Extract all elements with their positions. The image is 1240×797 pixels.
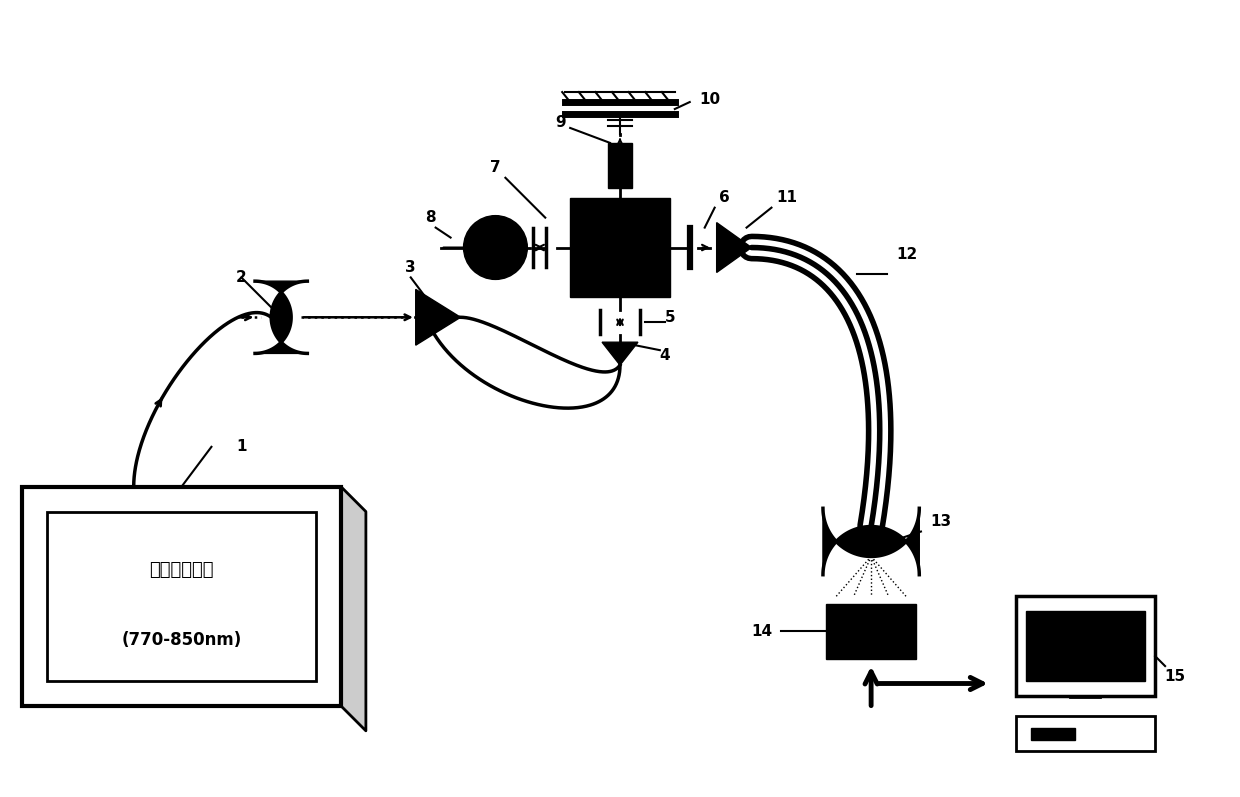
- Bar: [570, 198, 670, 297]
- Bar: [1016, 716, 1156, 751]
- Text: (770-850nm): (770-850nm): [122, 631, 242, 649]
- Bar: [1025, 611, 1146, 681]
- Bar: [1030, 728, 1075, 740]
- Text: 8: 8: [425, 210, 436, 225]
- Text: 5: 5: [665, 310, 675, 325]
- Polygon shape: [603, 342, 637, 365]
- Bar: [608, 143, 632, 188]
- Text: 可调谐激光器: 可调谐激光器: [149, 561, 213, 579]
- Polygon shape: [717, 222, 751, 273]
- Text: 10: 10: [699, 92, 720, 107]
- Text: 15: 15: [1164, 669, 1185, 684]
- Text: 11: 11: [776, 190, 797, 205]
- Polygon shape: [823, 508, 919, 575]
- Text: 13: 13: [930, 514, 951, 529]
- Text: 14: 14: [751, 624, 773, 638]
- Text: 4: 4: [660, 347, 670, 363]
- Polygon shape: [415, 289, 460, 345]
- Text: 9: 9: [554, 116, 565, 131]
- Circle shape: [464, 216, 527, 280]
- Text: 1: 1: [236, 439, 247, 454]
- Text: 6: 6: [719, 190, 730, 205]
- Text: 3: 3: [405, 260, 417, 275]
- Polygon shape: [341, 487, 366, 731]
- Bar: [1016, 596, 1156, 696]
- Polygon shape: [255, 281, 308, 353]
- Bar: [826, 604, 916, 658]
- Text: 7: 7: [490, 160, 501, 175]
- Text: 12: 12: [897, 247, 918, 261]
- Text: 2: 2: [236, 270, 247, 285]
- Bar: [22, 487, 341, 706]
- Bar: [47, 512, 316, 681]
